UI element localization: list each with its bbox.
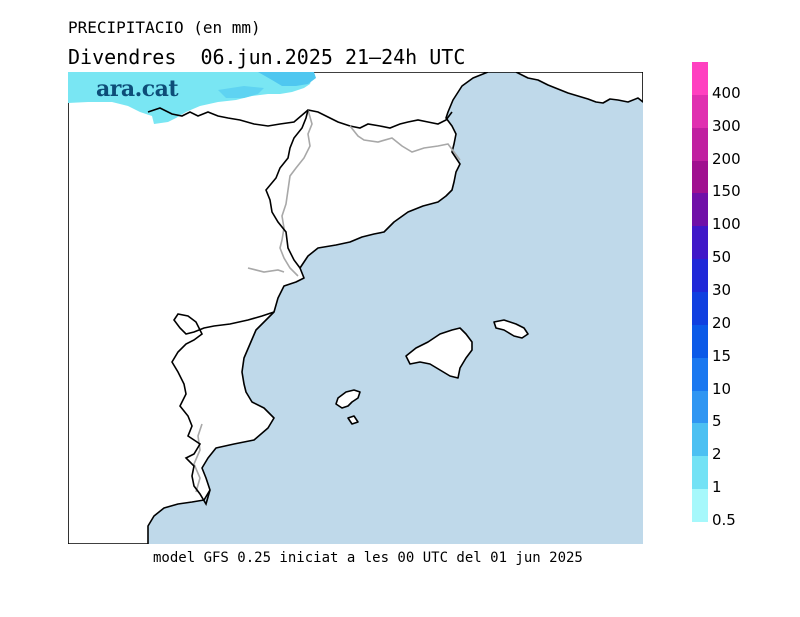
legend-swatch (692, 423, 708, 457)
legend-swatch (692, 390, 708, 424)
legend-label: 300 (712, 116, 741, 135)
legend-swatch (692, 62, 708, 96)
legend-label: 1 (712, 478, 722, 497)
legend-label: 150 (712, 182, 741, 201)
legend-swatch (692, 193, 708, 227)
land-mainland (68, 72, 643, 544)
precip-area-light (68, 72, 312, 124)
legend-swatch (692, 357, 708, 392)
legend-swatch (692, 94, 708, 129)
region-border-catalonia (247, 267, 285, 273)
ara-cat-logo: ara.cat (96, 76, 179, 102)
legend-swatch (692, 292, 708, 326)
legend-swatch (692, 489, 708, 523)
region-border-south (193, 423, 203, 493)
legend-swatch (692, 127, 708, 162)
map-subtitle: Divendres 06.jun.2025 21—24h UTC (68, 45, 466, 69)
map-canvas (68, 72, 643, 544)
legend-swatch (692, 160, 708, 194)
legend-label: 200 (712, 149, 741, 168)
island-ibiza (335, 389, 361, 409)
precipitation-map (68, 72, 643, 544)
legend-label: 0.5 (712, 511, 736, 529)
precipitation-legend (692, 62, 710, 523)
region-border-provinces (349, 125, 461, 161)
model-info-footer: model GFS 0.25 iniciat a les 00 UTC del … (153, 550, 583, 566)
legend-swatch (692, 226, 708, 260)
legend-swatch (692, 259, 708, 293)
legend-label: 50 (712, 248, 732, 267)
island-formentera (347, 415, 359, 425)
region-border-aragon (279, 109, 313, 277)
legend-label: 2 (712, 445, 722, 464)
pyrenees-border (147, 107, 453, 129)
legend-label: 5 (712, 412, 722, 431)
legend-label: 100 (712, 215, 741, 234)
island-menorca (493, 319, 529, 339)
legend-label: 30 (712, 281, 732, 299)
precip-area-mid-2 (218, 86, 264, 98)
map-title: PRECIPITACIO (en mm) (68, 18, 261, 37)
land-valencia-edge (171, 311, 275, 506)
legend-label: 15 (712, 346, 732, 365)
legend-label: 400 (712, 83, 741, 102)
legend-label: 20 (712, 313, 732, 332)
legend-swatch (692, 456, 708, 490)
legend-label: 10 (712, 379, 732, 398)
land-west-edge (265, 109, 309, 269)
precip-area-mid (258, 72, 316, 86)
island-mallorca (405, 327, 473, 379)
legend-swatch (692, 324, 708, 359)
